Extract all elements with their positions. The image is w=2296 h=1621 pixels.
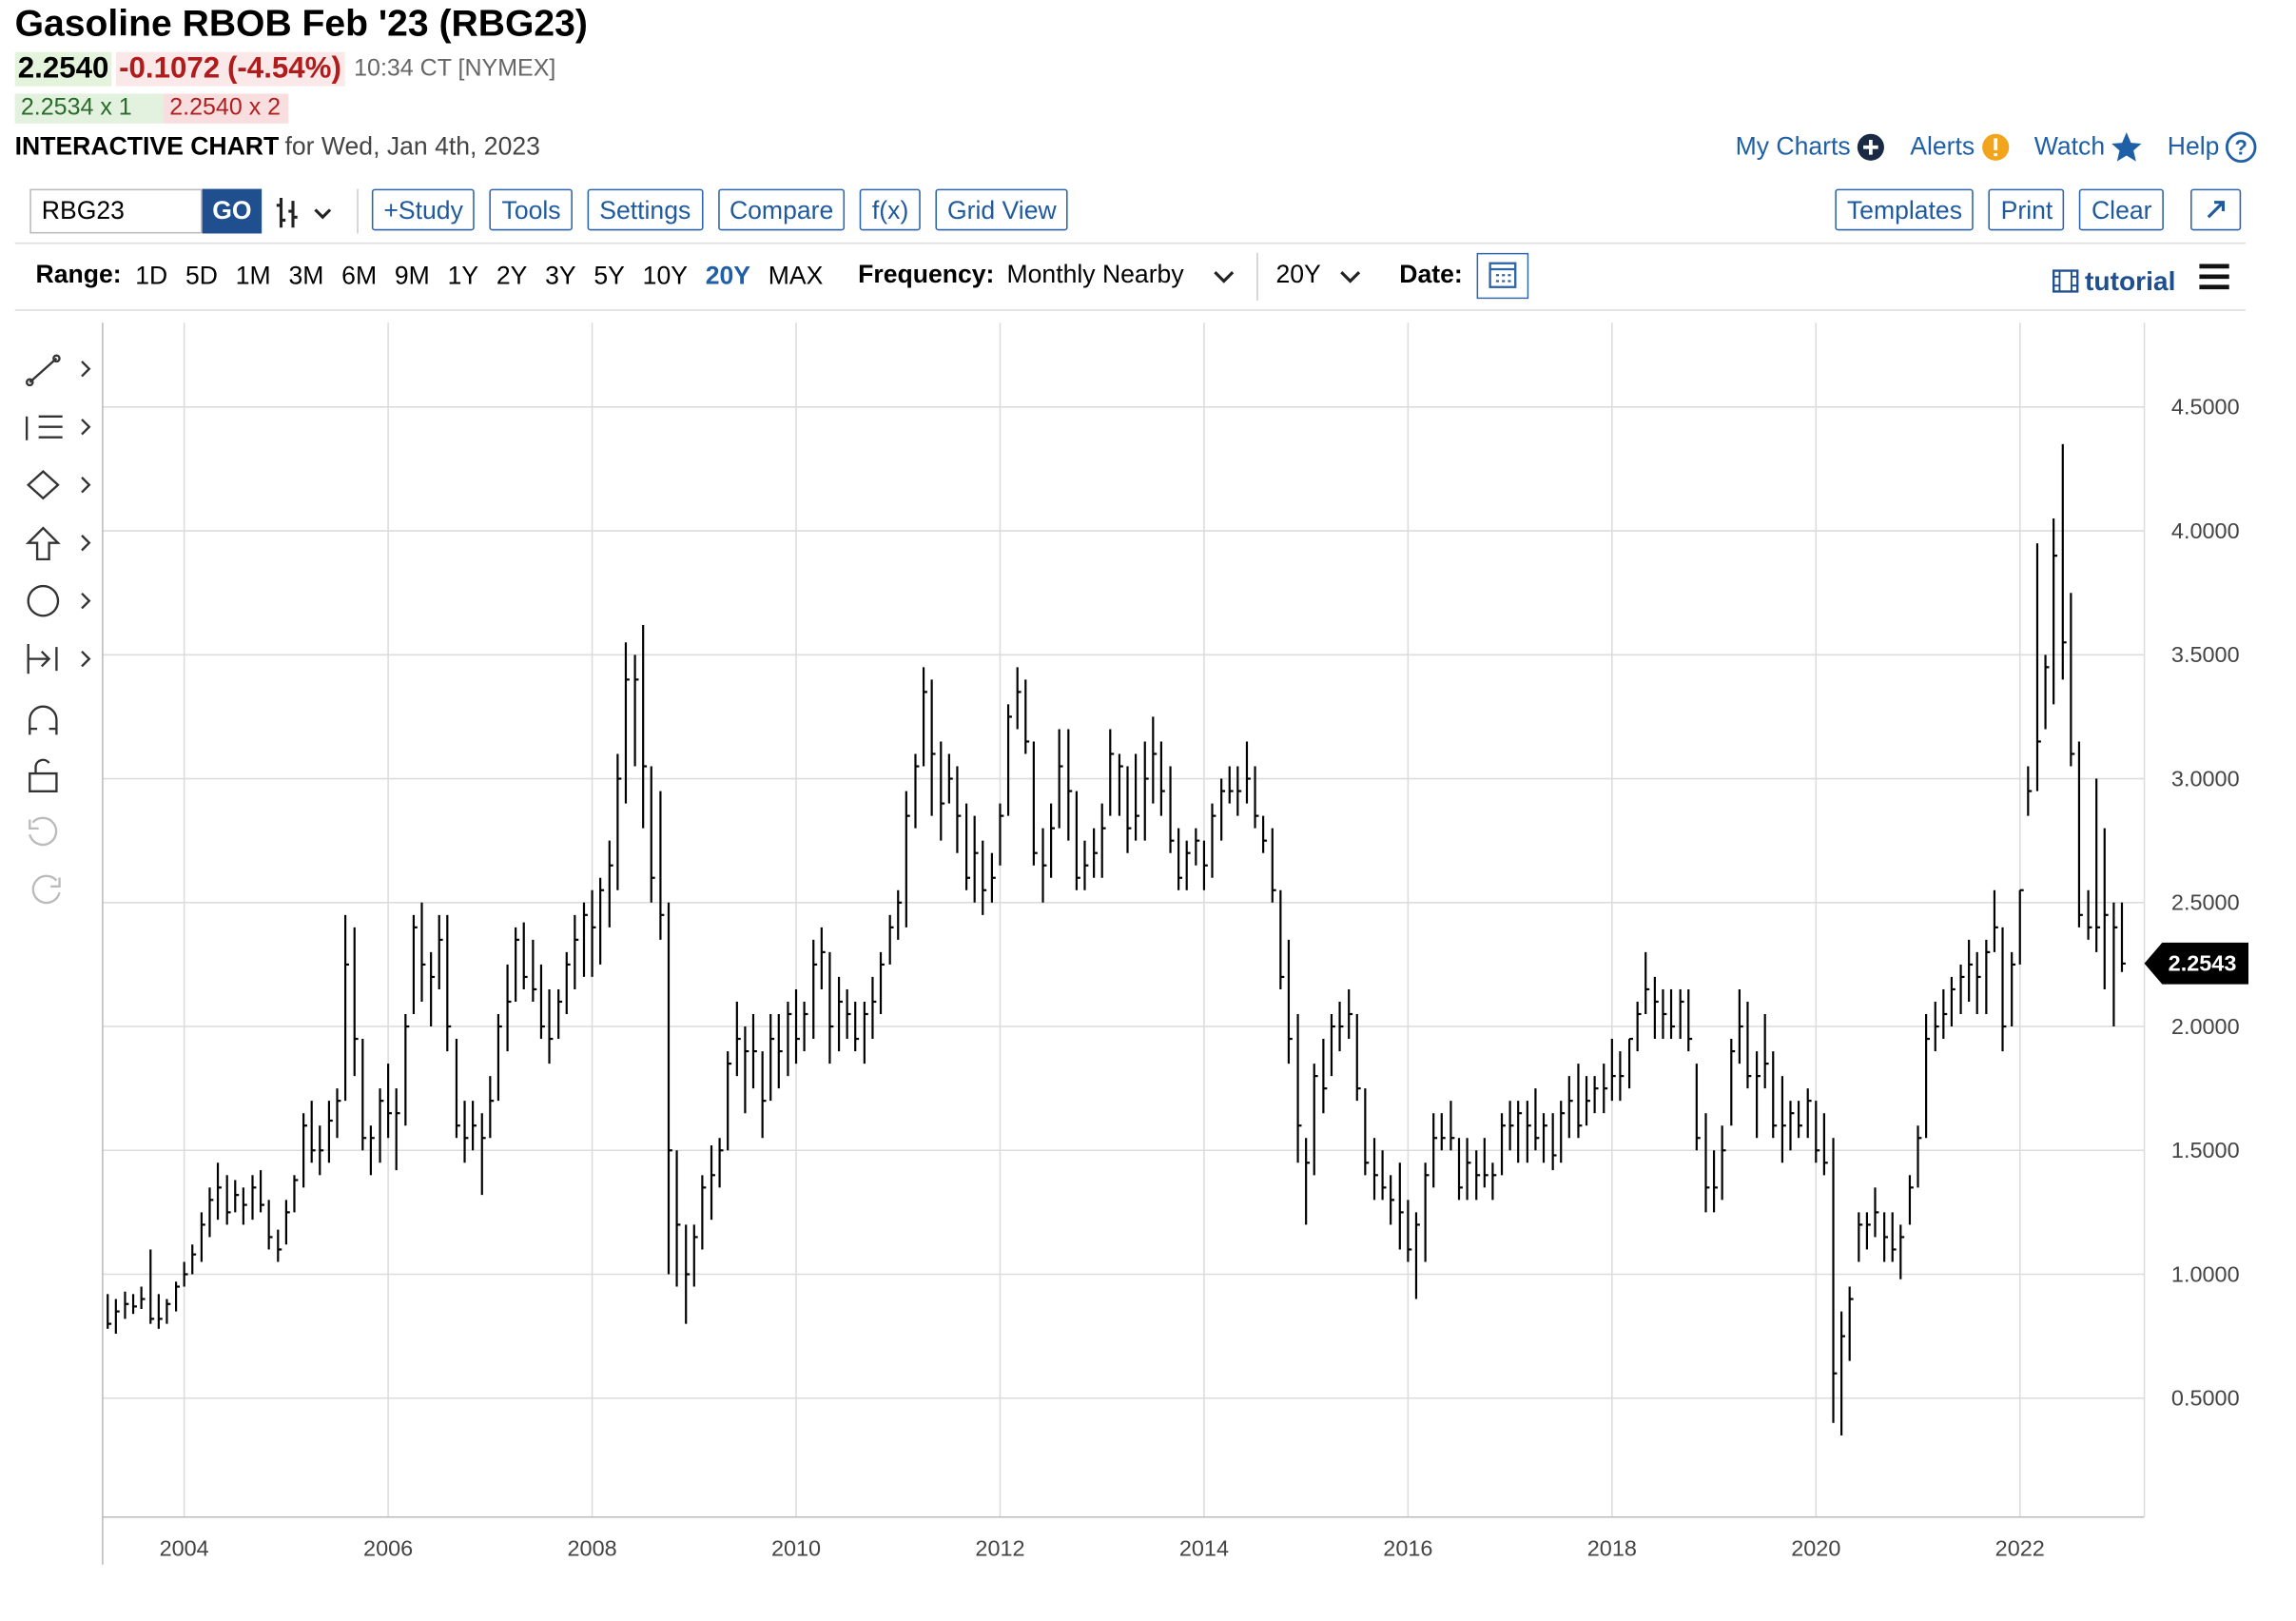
go-button[interactable]: GO <box>202 188 263 234</box>
frequency-label: Frequency: <box>858 260 995 289</box>
toolbar-buttons: +Study Tools Settings Compare f(x) Grid View <box>371 188 1069 231</box>
chart-label: INTERACTIVE CHART <box>14 132 280 161</box>
range-option[interactable]: 20Y <box>705 262 751 290</box>
toolbar-button[interactable]: Settings <box>587 188 703 231</box>
drawing-tools <box>25 354 91 792</box>
chart-date: for Wed, Jan 4th, 2023 <box>284 132 540 161</box>
x-tick-label: 2018 <box>1587 1535 1637 1560</box>
toolbar-right-buttons: Templates Print Clear <box>1835 188 2165 231</box>
header-link[interactable]: Help? <box>2168 131 2258 164</box>
last-price-marker <box>2144 942 2249 985</box>
tutorial-icon <box>2053 269 2079 293</box>
y-tick-label: 0.5000 <box>2171 1386 2240 1411</box>
toolbar-button[interactable]: +Study <box>371 188 476 231</box>
toolbar-button[interactable]: Templates <box>1835 188 1975 231</box>
y-tick-label: 3.0000 <box>2171 766 2240 791</box>
link-text[interactable]: Alerts <box>1910 132 1975 161</box>
range-option[interactable]: 2Y <box>496 262 528 290</box>
y-tick-label: 3.5000 <box>2171 642 2240 667</box>
quote-time: 10:34 CT [NYMEX] <box>354 56 556 82</box>
range-option[interactable]: MAX <box>768 262 824 290</box>
link-text[interactable]: My Charts <box>1735 132 1851 161</box>
link-icon <box>2111 131 2143 164</box>
range-option[interactable]: 3Y <box>545 262 576 290</box>
x-tick-label: 2022 <box>1995 1535 2045 1560</box>
y-tick-label: 4.5000 <box>2171 395 2240 420</box>
range-option[interactable]: 1Y <box>447 262 479 290</box>
x-tick-label: 2020 <box>1791 1535 1840 1560</box>
expand-button[interactable] <box>2190 188 2242 231</box>
range-option[interactable]: 9M <box>394 262 430 290</box>
toolbar-button[interactable]: Compare <box>717 188 846 231</box>
dropdown-icon <box>1340 271 1361 283</box>
range-option[interactable]: 6M <box>341 262 378 290</box>
x-tick-label: 2004 <box>160 1535 209 1560</box>
separator <box>357 188 359 234</box>
symbol-input[interactable]: RBG23 <box>29 188 203 234</box>
tutorial-link[interactable]: tutorial <box>2085 265 2176 297</box>
link-text[interactable]: Watch <box>2033 132 2106 161</box>
y-tick-label: 1.0000 <box>2171 1261 2240 1286</box>
chart-type-button[interactable] <box>274 193 337 232</box>
x-tick-label: 2012 <box>975 1535 1024 1560</box>
bid: 2.2534 x 1 <box>14 93 164 124</box>
y-tick-label: 1.5000 <box>2171 1138 2240 1162</box>
change: -0.1072 (-4.54%) <box>115 51 345 87</box>
link-icon <box>1857 132 1886 162</box>
divider <box>14 242 2246 244</box>
range-option[interactable]: 5D <box>185 262 219 290</box>
y-tick-label: 2.5000 <box>2171 890 2240 915</box>
chart-heading: INTERACTIVE CHART for Wed, Jan 4th, 2023 <box>15 132 540 162</box>
toolbar-button[interactable]: Tools <box>490 188 574 231</box>
range-option[interactable]: 1M <box>235 262 271 290</box>
frequency-select[interactable]: Monthly Nearby <box>1006 260 1184 289</box>
link-icon: ? <box>2226 131 2258 164</box>
change-value: -0.1072 <box>119 51 221 86</box>
header-link[interactable]: Watch <box>2034 131 2144 164</box>
range-option[interactable]: 3M <box>288 262 324 290</box>
x-tick-label: 2010 <box>771 1535 821 1560</box>
title: Gasoline RBOB Feb '23 (RBG23) <box>14 3 588 45</box>
date-label: Date: <box>1399 260 1463 289</box>
y-tick-label: 4.0000 <box>2171 518 2240 543</box>
toolbar-button[interactable]: f(x) <box>860 188 921 231</box>
menu-button[interactable] <box>2198 262 2230 291</box>
x-tick-label: 2006 <box>363 1535 413 1560</box>
range-options: 1D 5D 1M 3M 6M 9M 1Y 2Y 3Y 5Y 10Y 20Y MAX <box>135 262 823 291</box>
header-link[interactable]: Alerts <box>1910 131 2010 164</box>
separator <box>1256 252 1258 301</box>
link-icon <box>1980 132 2010 162</box>
toolbar-button[interactable]: Grid View <box>935 188 1069 231</box>
range-option[interactable]: 1D <box>135 262 168 290</box>
last-price: 2.2540 <box>14 51 112 87</box>
ask: 2.2540 x 2 <box>163 93 289 124</box>
x-tick-label: 2014 <box>1179 1535 1229 1560</box>
change-percent: (-4.54%) <box>226 51 341 86</box>
dropdown-icon <box>1214 271 1235 283</box>
x-tick-label: 2016 <box>1383 1535 1432 1560</box>
divider <box>14 309 2246 311</box>
date-picker[interactable] <box>1476 252 1529 300</box>
range-option[interactable]: 10Y <box>642 262 688 290</box>
toolbar-button[interactable]: Print <box>1989 188 2065 231</box>
svg-text:?: ? <box>2235 136 2247 160</box>
header-links: My Charts Alerts Watch Help? <box>1736 131 2258 164</box>
range-label: Range: <box>35 260 122 289</box>
range-option[interactable]: 5Y <box>593 262 625 290</box>
last-price-label: 2.2543 <box>2169 951 2237 976</box>
header-link[interactable]: My Charts <box>1736 131 1887 164</box>
history-tools <box>29 816 61 905</box>
toolbar-button[interactable]: Clear <box>2079 188 2165 231</box>
link-text[interactable]: Help <box>2167 132 2220 161</box>
x-tick-label: 2008 <box>568 1535 617 1560</box>
y-tick-label: 2.0000 <box>2171 1014 2240 1039</box>
period-select[interactable]: 20Y <box>1275 260 1321 289</box>
